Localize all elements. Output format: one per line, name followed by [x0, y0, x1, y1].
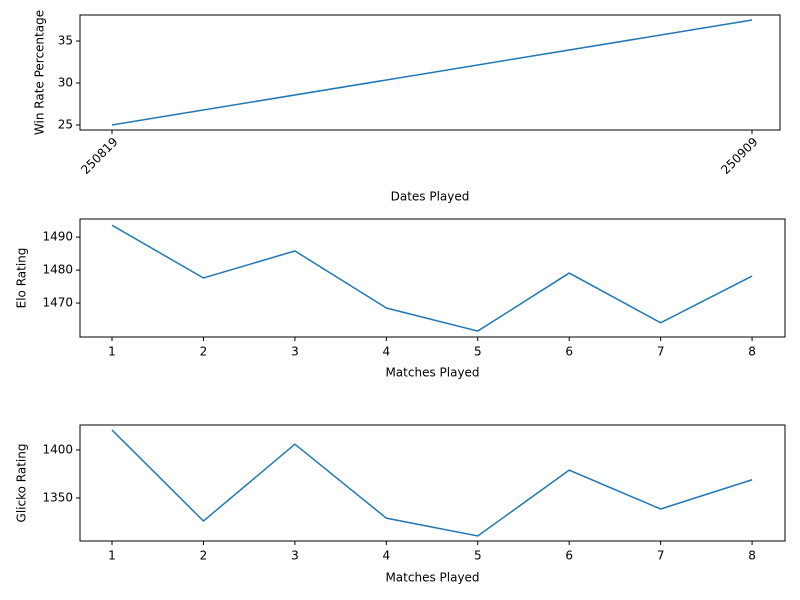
y-tick-label: 1400	[42, 442, 73, 456]
x-tick-label: 250909	[718, 135, 760, 177]
y-tick-label: 35	[58, 34, 73, 48]
y-tick-label: 1490	[42, 230, 73, 244]
line	[111, 224, 753, 332]
x-tick-label: 4	[383, 549, 391, 563]
x-tick-label: 1	[108, 549, 116, 563]
plot-frame	[79, 218, 786, 338]
plot-frame	[79, 14, 781, 131]
y-tick-label: 30	[58, 75, 73, 89]
plot-frame	[79, 424, 786, 542]
y-axis-label: Glicko Rating	[15, 444, 29, 523]
x-tick-label: 6	[565, 549, 573, 563]
line	[111, 429, 753, 537]
y-tick-label: 25	[58, 117, 73, 131]
y-axis-label: Elo Rating	[15, 248, 29, 309]
x-tick-label: 5	[474, 345, 482, 359]
x-axis-label: Matches Played	[385, 571, 479, 585]
x-tick-label: 1	[108, 345, 116, 359]
line	[111, 19, 753, 126]
x-tick-label: 5	[474, 549, 482, 563]
x-tick-label: 8	[748, 549, 756, 563]
y-tick-label: 1480	[42, 263, 73, 277]
y-tick-label: 1470	[42, 296, 73, 310]
x-tick-label: 7	[657, 549, 665, 563]
x-tick-label: 250819	[78, 135, 120, 177]
y-axis-label: Win Rate Percentage	[33, 10, 47, 135]
x-tick-label: 3	[291, 549, 299, 563]
x-tick-label: 2	[200, 345, 208, 359]
y-tick-label: 1350	[42, 490, 73, 504]
x-tick-label: 3	[291, 345, 299, 359]
x-tick-label: 6	[565, 345, 573, 359]
x-tick-label: 4	[383, 345, 391, 359]
x-tick-label: 2	[200, 549, 208, 563]
x-tick-label: 7	[657, 345, 665, 359]
x-axis-label: Dates Played	[391, 190, 470, 204]
x-axis-label: Matches Played	[385, 366, 479, 380]
x-tick-label: 8	[748, 345, 756, 359]
